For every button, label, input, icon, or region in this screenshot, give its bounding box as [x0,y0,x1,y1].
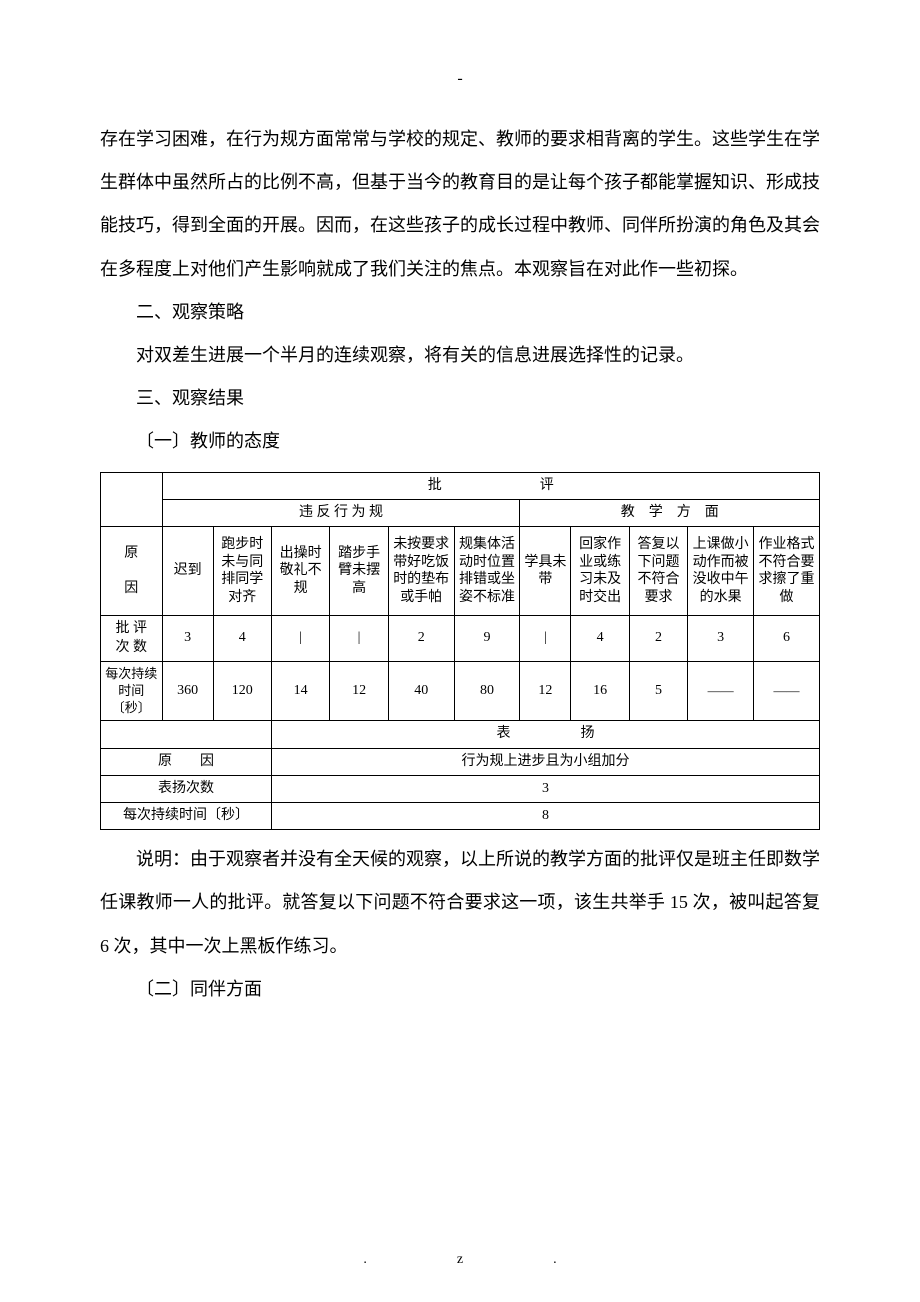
cell-header-teaching: 教 学 方 面 [520,499,820,526]
cell-header-main: 批 评 [162,472,819,499]
table-row: 4 [571,616,629,661]
table-row: | [520,616,571,661]
table-row: 作业格式不符合要求擦了重做 [754,526,820,616]
paragraph-strategy: 对双差生进展一个半月的连续观察，将有关的信息进展选择性的记录。 [100,334,820,377]
table-row: 踏步手臂未摆高 [330,526,388,616]
table-row: 2 [388,616,454,661]
table-row: 未按要求带好吃饭时的垫布或手帕 [388,526,454,616]
table-row: 80 [454,661,520,721]
table-row: 出操时敬礼不规 [271,526,329,616]
table-row: 回家作业或练习未及时交出 [571,526,629,616]
cell-blank [101,721,272,748]
top-mark: - [100,70,820,88]
table-row: 40 [388,661,454,721]
table-row: 答复以下问题不符合要求 [629,526,687,616]
table-row: 360 [162,661,213,721]
cell-count-label: 批 评 次 数 [101,616,163,661]
table-row: 120 [213,661,271,721]
table-row: | [330,616,388,661]
table-row: 9 [454,616,520,661]
table-row: 12 [330,661,388,721]
cell-praise-dur-val: 8 [271,802,819,829]
cell-praise-count-label: 表扬次数 [101,775,272,802]
paragraph-note: 说明：由于观察者并没有全天候的观察，以上所说的教学方面的批评仅是班主任即数学任课… [100,838,820,968]
table-row: 3 [688,616,754,661]
table-row: 跑步时未与同排同学对齐 [213,526,271,616]
cell-blank [101,472,163,526]
table-row: —— [754,661,820,721]
cell-praise-count-val: 3 [271,775,819,802]
table-row: 4 [213,616,271,661]
subheading-peer: 〔二〕同伴方面 [100,968,820,1011]
page-footer: .z. [0,1252,920,1268]
cell-header-behavior: 违 反 行 为 规 [162,499,520,526]
cell-praise-reason-val: 行为规上进步且为小组加分 [271,748,819,775]
heading-result: 三、观察结果 [100,377,820,420]
paragraph-intro: 存在学习困难，在行为规方面常常与学校的规定、教师的要求相背离的学生。这些学生在学… [100,118,820,291]
table-row: 12 [520,661,571,721]
table-row: 5 [629,661,687,721]
table-row: 规集体活动时位置排错或坐姿不标准 [454,526,520,616]
table-row: 学具未带 [520,526,571,616]
table-row: 14 [271,661,329,721]
table-row: 16 [571,661,629,721]
table-row: 3 [162,616,213,661]
table-row: 2 [629,616,687,661]
criticism-table: 批 评 违 反 行 为 规 教 学 方 面 原 因 迟到 跑步时未与同排同学对齐… [100,472,820,831]
cell-duration-label: 每次持续时间〔秒〕 [101,661,163,721]
subheading-teacher: 〔一〕教师的态度 [100,420,820,463]
cell-praise-header: 表 扬 [271,721,819,748]
table-row: 上课做小动作而被没收中午的水果 [688,526,754,616]
table-row: | [271,616,329,661]
table-row: 6 [754,616,820,661]
heading-strategy: 二、观察策略 [100,291,820,334]
table-row: —— [688,661,754,721]
cell-praise-dur-label: 每次持续时间〔秒〕 [101,802,272,829]
cell-praise-reason-label: 原 因 [101,748,272,775]
cell-reason-label: 原 因 [101,526,163,616]
table-row: 迟到 [162,526,213,616]
